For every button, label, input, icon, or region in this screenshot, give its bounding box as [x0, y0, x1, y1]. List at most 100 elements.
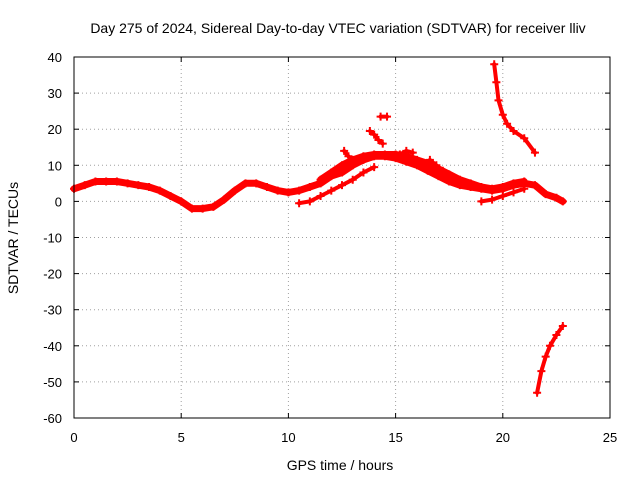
data-point [380, 150, 389, 159]
data-point [241, 179, 250, 188]
y-tick-label: 40 [48, 50, 62, 65]
data-point [370, 130, 379, 139]
data-point [558, 321, 567, 330]
data-point [262, 182, 271, 191]
data-point [295, 199, 304, 208]
data-point [383, 112, 392, 121]
data-point [316, 191, 325, 200]
y-tick-label: -10 [43, 231, 62, 246]
data-point [425, 155, 434, 164]
y-tick-label: -40 [43, 339, 62, 354]
grid-lines [74, 57, 610, 418]
x-tick-label: 10 [281, 430, 295, 445]
series-blip-14 [367, 129, 385, 146]
data-point [305, 197, 314, 206]
data-point [466, 179, 475, 188]
data-point [541, 190, 550, 199]
data-point [327, 186, 336, 195]
y-tick-label: -30 [43, 303, 62, 318]
y-tick-label: -50 [43, 375, 62, 390]
y-tick-label: 20 [48, 122, 62, 137]
data-point [273, 186, 282, 195]
x-tick-label: 20 [496, 430, 510, 445]
data-point [494, 96, 503, 105]
data-point [509, 188, 518, 197]
y-tick-label: 30 [48, 86, 62, 101]
data-point [187, 204, 196, 213]
axis-ticks: 0 5 10 15 20 25 -60 -50 -40 -30 -20 -10 0 10 20 30 40 [43, 50, 617, 445]
series-spike-top [492, 62, 537, 155]
data-point [338, 168, 346, 177]
data-point [123, 179, 132, 188]
data-point [198, 204, 207, 213]
y-tick-label: 10 [48, 158, 62, 173]
y-tick-label: -20 [43, 267, 62, 282]
data-point [432, 161, 441, 170]
data-point [155, 186, 164, 195]
data-point [492, 78, 501, 87]
x-tick-label: 15 [388, 430, 402, 445]
data-point [365, 127, 374, 136]
x-tick-label: 0 [70, 430, 77, 445]
data-point [359, 168, 368, 177]
data-point [102, 177, 111, 186]
data-point [537, 367, 546, 376]
data-point [209, 202, 218, 211]
x-tick-label: 5 [178, 430, 185, 445]
data-point [541, 352, 550, 361]
data-point [498, 191, 507, 200]
data-point [177, 197, 186, 206]
data-point [530, 148, 539, 157]
data-point [134, 181, 143, 190]
data-point [316, 175, 325, 184]
y-axis-label: SDTVAR / TECUs [5, 182, 21, 294]
data-point [252, 179, 261, 188]
data-point [408, 148, 417, 157]
data-point [490, 60, 499, 69]
data-point [413, 155, 422, 164]
data-point [552, 193, 561, 202]
data-point [230, 186, 239, 195]
data-point [520, 134, 529, 143]
y-tick-label: -60 [43, 411, 62, 426]
data-point [488, 195, 497, 204]
data-point [395, 150, 404, 159]
data-point [338, 181, 346, 190]
data-series-layer [70, 60, 567, 397]
data-point [166, 191, 175, 200]
data-point [80, 181, 89, 190]
data-point [533, 388, 542, 397]
data-point [378, 139, 387, 148]
data-point [498, 110, 507, 119]
data-point [520, 184, 529, 193]
data-point [477, 182, 486, 191]
data-point [370, 150, 379, 159]
data-point [455, 175, 464, 184]
data-point [552, 330, 561, 339]
data-point [359, 152, 368, 161]
data-point [145, 182, 154, 191]
x-tick-label: 25 [603, 430, 617, 445]
data-point [477, 197, 486, 206]
data-point [374, 136, 383, 145]
data-point [530, 181, 539, 190]
data-point [338, 161, 346, 170]
data-point [305, 182, 314, 191]
data-point [520, 177, 529, 186]
data-point [488, 184, 497, 193]
data-point [503, 119, 512, 128]
data-point [91, 177, 100, 186]
chart-title: Day 275 of 2024, Sidereal Day-to-day VTE… [90, 20, 585, 36]
data-point [327, 168, 336, 177]
data-point [340, 146, 349, 155]
data-point [545, 341, 554, 350]
data-point [445, 170, 454, 179]
data-point [370, 163, 379, 172]
data-point [344, 152, 353, 161]
data-point [498, 182, 507, 191]
data-point [402, 146, 411, 155]
data-point [434, 172, 443, 181]
data-point [445, 177, 454, 186]
data-point [284, 188, 293, 197]
